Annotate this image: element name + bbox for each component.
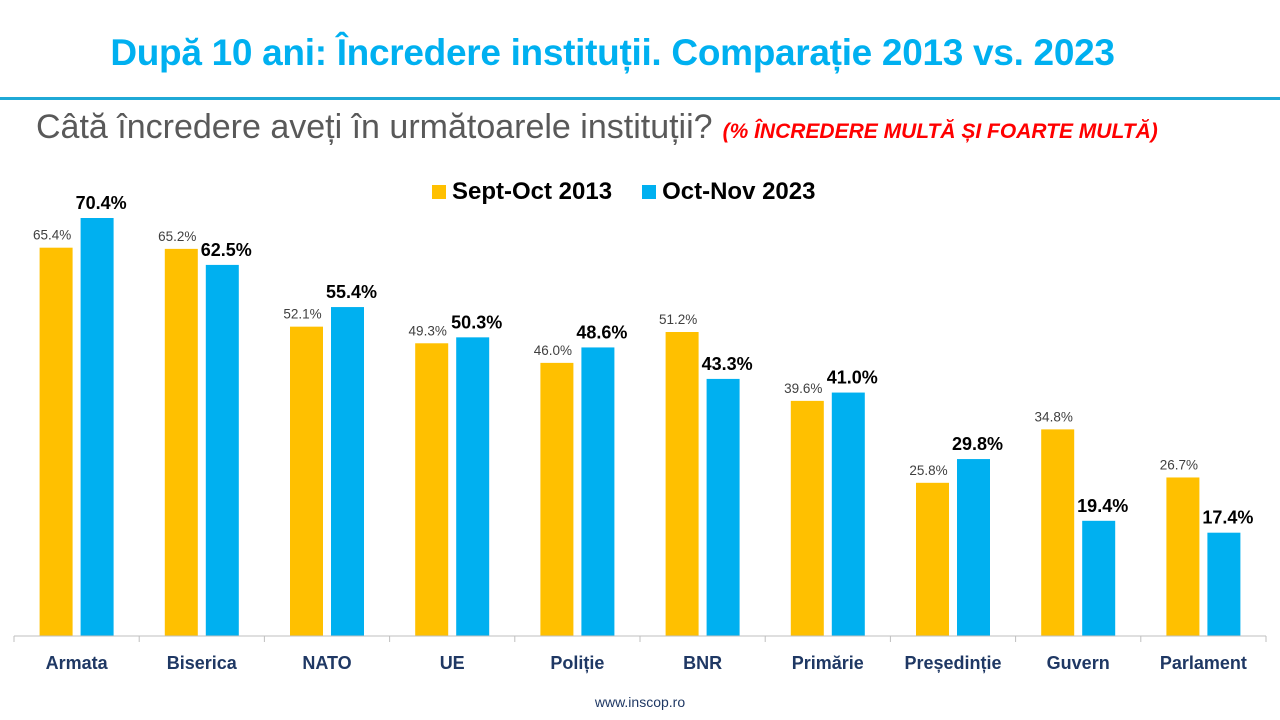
legend-item-2023: Oct-Nov 2023: [642, 178, 815, 206]
bar-2013: [665, 332, 699, 636]
data-label-2023: 70.4%: [76, 193, 127, 213]
legend-label-2013: Sept-Oct 2013: [452, 178, 613, 205]
legend: Sept-Oct 2013 Oct-Nov 2023: [432, 178, 815, 206]
bar-2023: [205, 264, 239, 636]
data-label-2013: 51.2%: [659, 312, 697, 327]
legend-swatch-2013: [432, 185, 446, 199]
page-title: După 10 ani: Încredere instituții. Compa…: [110, 32, 1115, 73]
legend-swatch-2023: [642, 185, 657, 199]
bar-2023: [581, 347, 615, 636]
x-tick-label: NATO: [302, 653, 351, 673]
bar-2023: [1207, 532, 1241, 636]
x-tick-label: Biserica: [167, 653, 238, 673]
data-label-2023: 29.8%: [952, 434, 1003, 454]
data-label-2023: 62.5%: [201, 240, 252, 260]
bar-2013: [290, 326, 323, 636]
bar-2013: [916, 482, 949, 636]
data-label-2013: 52.1%: [283, 307, 321, 322]
x-tick-label: Președinție: [904, 653, 1001, 673]
data-label-2023: 19.4%: [1077, 496, 1128, 516]
legend-item-2013: Sept-Oct 2013: [432, 178, 612, 206]
chart-question: Câtă încredere aveți în următoarele inst…: [36, 108, 1158, 147]
question-text: Câtă încredere aveți în următoarele inst…: [36, 108, 713, 146]
data-label-2023: 41.0%: [827, 368, 878, 388]
x-tick-label: BNR: [683, 653, 722, 673]
bar-2013: [790, 400, 824, 636]
bar-2013: [1166, 477, 1200, 636]
bar-2023: [831, 392, 865, 636]
data-label-2013: 65.2%: [158, 229, 196, 244]
x-tick-label: Poliție: [550, 653, 604, 673]
data-label-2013: 25.8%: [909, 463, 947, 478]
question-note: (% ÎNCREDERE MULTĂ ȘI FOARTE MULTĂ): [722, 120, 1158, 143]
footer-url: www.inscop.ro: [594, 694, 686, 710]
bar-2023: [1082, 520, 1116, 636]
data-label-2023: 17.4%: [1202, 508, 1253, 528]
title-divider: [0, 97, 1280, 100]
data-label-2013: 26.7%: [1160, 457, 1198, 472]
x-tick-label: UE: [440, 653, 465, 673]
bar-2023: [456, 337, 490, 636]
bar-2013: [39, 247, 73, 636]
data-label-2023: 50.3%: [451, 312, 502, 332]
bar-2013: [415, 343, 449, 636]
bar-2023: [957, 459, 990, 636]
bar-2013: [1041, 429, 1075, 636]
data-label-2023: 43.3%: [702, 354, 753, 374]
bar-2013: [540, 362, 574, 636]
data-label-2023: 55.4%: [326, 282, 377, 302]
x-tick-label: Parlament: [1160, 653, 1247, 673]
data-label-2013: 39.6%: [784, 381, 822, 396]
bar-2013: [164, 248, 198, 636]
data-label-2013: 46.0%: [534, 343, 572, 358]
x-tick-label: Guvern: [1047, 653, 1110, 673]
data-label-2013: 65.4%: [33, 228, 71, 243]
bar-2023: [706, 378, 740, 636]
legend-label-2023: Oct-Nov 2023: [662, 178, 816, 205]
x-tick-label: Primărie: [792, 653, 864, 673]
bar-2023: [331, 307, 364, 636]
data-label-2013: 49.3%: [409, 323, 447, 338]
data-label-2023: 48.6%: [576, 322, 627, 342]
x-tick-label: Armata: [46, 653, 109, 673]
data-label-2013: 34.8%: [1035, 409, 1073, 424]
bar-2023: [80, 218, 114, 636]
